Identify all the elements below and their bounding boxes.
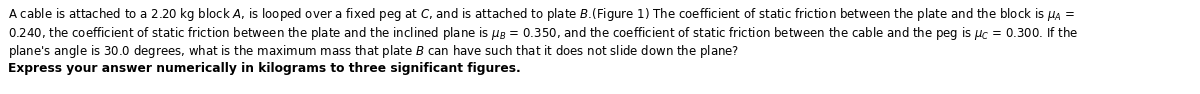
Text: plane's angle is 30.0 degrees, what is the maximum mass that plate $\mathit{B}$ : plane's angle is 30.0 degrees, what is t… (8, 43, 739, 60)
Text: A cable is attached to a 2.20 kg block $\mathit{A}$, is looped over a fixed peg : A cable is attached to a 2.20 kg block $… (8, 6, 1075, 23)
Text: Express your answer numerically in kilograms to three significant figures.: Express your answer numerically in kilog… (8, 62, 521, 75)
Text: 0.240, the coefficient of static friction between the plate and the inclined pla: 0.240, the coefficient of static frictio… (8, 25, 1079, 41)
